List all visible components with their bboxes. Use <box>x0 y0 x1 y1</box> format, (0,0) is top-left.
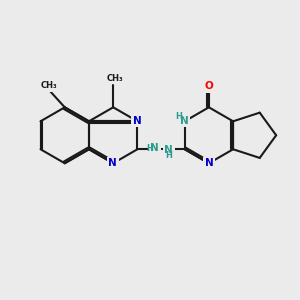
Text: N: N <box>150 143 159 153</box>
Text: N: N <box>164 146 173 155</box>
Text: CH₃: CH₃ <box>41 81 58 90</box>
Text: N: N <box>205 158 213 168</box>
Text: H: H <box>165 151 172 160</box>
Text: N: N <box>180 116 188 126</box>
Text: H: H <box>175 112 182 122</box>
Text: CH₃: CH₃ <box>106 74 123 82</box>
Text: N: N <box>108 158 117 168</box>
Text: N: N <box>133 116 142 126</box>
Text: O: O <box>205 81 213 91</box>
Text: H: H <box>146 144 153 153</box>
